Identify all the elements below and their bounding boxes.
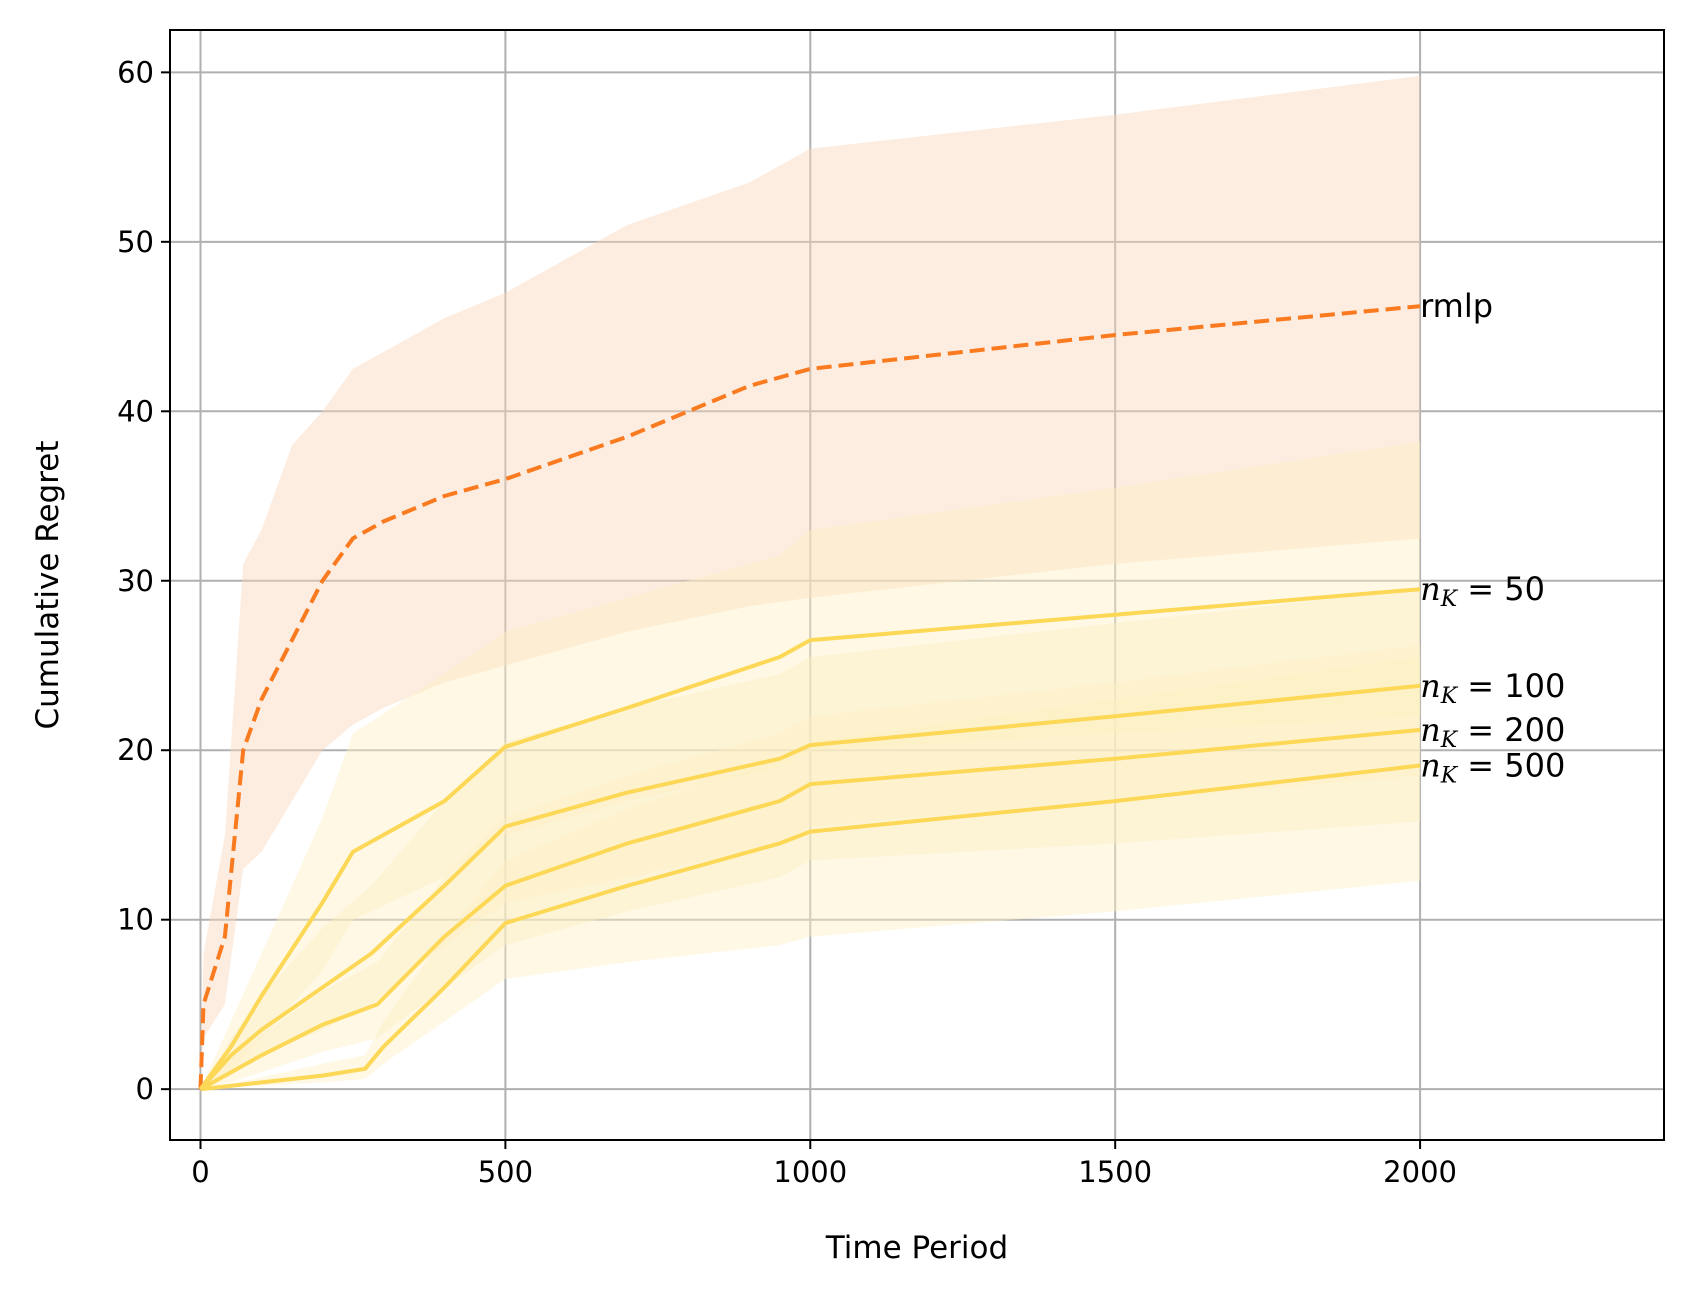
plot-frame — [169, 29, 1665, 1141]
series-line — [200, 763, 1421, 1092]
confidence-band — [200, 441, 1421, 1090]
confidence-band — [200, 589, 1421, 1090]
y-tick-label: 30 — [117, 564, 154, 598]
series-label: nK = 500 — [1420, 746, 1565, 788]
axis-ticks: 0 500 1000 1500 2000 0 10 20 30 40 50 60 — [117, 55, 1457, 1189]
y-tick-label: 10 — [117, 903, 154, 937]
confidence-band — [200, 657, 1421, 1090]
x-axis-label: Time Period — [825, 1230, 1008, 1266]
x-tick-label: 500 — [478, 1155, 533, 1189]
series-line — [199, 727, 1421, 1091]
series-label: nK = 200 — [1420, 711, 1565, 753]
grid-lines — [170, 30, 1664, 1140]
x-tick-label: 1000 — [773, 1155, 847, 1189]
x-tick-label: 0 — [191, 1155, 209, 1189]
confidence-band — [200, 75, 1421, 1090]
x-tick-label: 2000 — [1383, 1155, 1457, 1189]
series-line — [198, 304, 1421, 1090]
y-tick-label: 60 — [117, 55, 154, 89]
y-tick-label: 40 — [117, 394, 154, 428]
y-axis-label: Cumulative Regret — [30, 441, 66, 730]
series-label: nK = 50 — [1420, 570, 1545, 612]
series-label: rmlp — [1420, 287, 1493, 325]
confidence-bands — [200, 75, 1421, 1090]
series-line — [198, 587, 1421, 1091]
y-tick-label: 20 — [117, 733, 154, 767]
confidence-band — [200, 645, 1421, 1090]
y-tick-label: 50 — [117, 225, 154, 259]
y-tick-label: 0 — [136, 1072, 154, 1106]
x-tick-label: 1500 — [1078, 1155, 1152, 1189]
series-lines — [198, 304, 1421, 1092]
series-label: nK = 100 — [1420, 667, 1565, 709]
series-line — [199, 683, 1421, 1091]
